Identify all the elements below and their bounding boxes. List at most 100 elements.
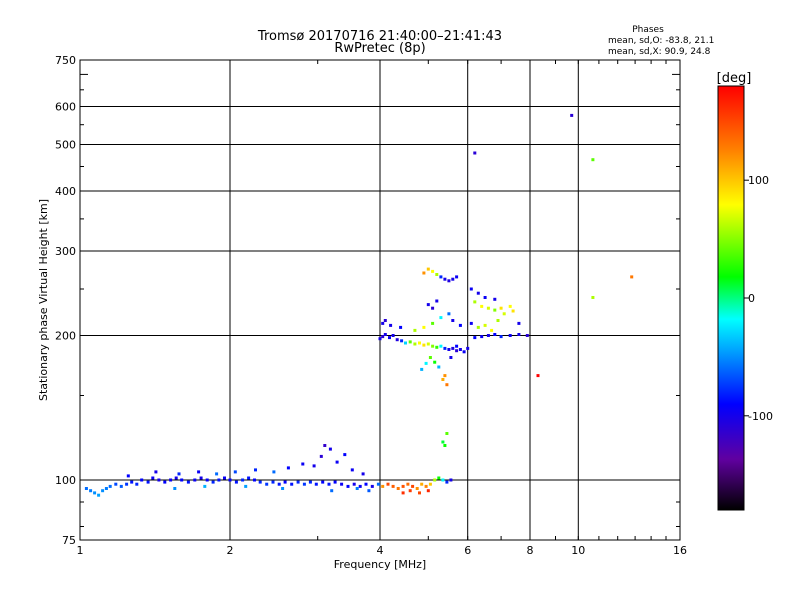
data-point bbox=[473, 336, 477, 340]
data-point bbox=[378, 337, 382, 341]
data-point bbox=[186, 480, 190, 484]
data-point bbox=[89, 489, 93, 493]
data-point bbox=[451, 346, 455, 350]
data-point bbox=[126, 474, 130, 478]
data-point bbox=[406, 482, 410, 486]
y-tick-label: 400 bbox=[55, 185, 76, 198]
data-point bbox=[441, 378, 445, 381]
data-point bbox=[433, 360, 437, 364]
x-tick-labels: 1 2 4 6 8 10 16 bbox=[77, 544, 688, 557]
data-point bbox=[135, 482, 139, 486]
data-point bbox=[486, 334, 490, 337]
data-point bbox=[493, 297, 497, 301]
data-point bbox=[350, 468, 354, 472]
data-point bbox=[591, 296, 595, 299]
data-point bbox=[415, 487, 419, 490]
data-point bbox=[193, 478, 197, 482]
data-point bbox=[428, 356, 432, 359]
data-point bbox=[431, 306, 435, 310]
data-point bbox=[247, 476, 251, 480]
data-point bbox=[401, 491, 405, 495]
y-tick-label: 300 bbox=[55, 245, 76, 258]
y-tick-labels: 75 100 200 300 400 500 600 750 bbox=[55, 54, 76, 547]
data-point bbox=[490, 328, 494, 332]
data-point bbox=[431, 344, 435, 348]
data-point bbox=[271, 480, 275, 484]
data-point bbox=[180, 478, 184, 482]
data-point bbox=[466, 346, 470, 350]
colorbar bbox=[717, 85, 745, 511]
data-point bbox=[177, 472, 181, 476]
data-point bbox=[483, 296, 487, 299]
data-point bbox=[486, 306, 490, 310]
data-point bbox=[163, 480, 167, 484]
data-point bbox=[422, 343, 426, 347]
data-point bbox=[439, 316, 443, 320]
data-point bbox=[458, 348, 462, 351]
data-point bbox=[420, 367, 424, 371]
stats-x-mode: mean, sd,X: 90.9, 24.8 bbox=[608, 47, 711, 57]
data-point bbox=[217, 478, 221, 482]
data-point bbox=[476, 291, 480, 295]
y-axis-label: Stationary phase Virtual Height [km] bbox=[37, 199, 50, 401]
data-point bbox=[119, 484, 123, 488]
data-point bbox=[431, 269, 435, 273]
data-point bbox=[140, 478, 144, 482]
data-point bbox=[223, 476, 226, 480]
stats-o-mode: mean, sd,O: -83.8, 21.1 bbox=[608, 36, 714, 46]
data-point bbox=[401, 484, 405, 488]
data-point bbox=[480, 304, 484, 308]
data-point bbox=[413, 328, 417, 332]
data-point bbox=[445, 432, 449, 435]
data-point bbox=[244, 484, 248, 488]
colorbar-unit-label: [deg] bbox=[717, 71, 752, 86]
x-tick-label: 16 bbox=[673, 544, 687, 557]
data-point bbox=[443, 346, 447, 350]
data-point bbox=[493, 308, 497, 312]
data-point bbox=[157, 478, 161, 482]
data-point bbox=[462, 350, 466, 354]
x-tick-label: 4 bbox=[377, 544, 384, 557]
data-point bbox=[386, 482, 390, 486]
data-point bbox=[437, 476, 441, 480]
colorbar-tick-label: -100 bbox=[748, 410, 773, 423]
data-point bbox=[321, 480, 325, 484]
data-point bbox=[502, 312, 506, 316]
data-point bbox=[205, 478, 209, 482]
data-point bbox=[445, 480, 449, 484]
data-point bbox=[483, 323, 487, 327]
data-point bbox=[437, 365, 441, 369]
data-point bbox=[493, 333, 497, 336]
data-point bbox=[473, 151, 477, 155]
data-point bbox=[381, 335, 385, 339]
data-point bbox=[473, 300, 477, 304]
data-point bbox=[443, 277, 447, 281]
data-point bbox=[449, 356, 453, 359]
data-point bbox=[511, 309, 515, 313]
data-point bbox=[104, 487, 108, 490]
data-point bbox=[431, 321, 435, 325]
x-axis-label: Frequency [MHz] bbox=[334, 558, 426, 571]
data-point bbox=[335, 460, 339, 464]
data-point bbox=[328, 447, 332, 451]
data-point bbox=[424, 361, 428, 365]
data-point bbox=[253, 478, 256, 482]
data-point bbox=[234, 480, 238, 484]
x-tick-label: 6 bbox=[464, 544, 471, 557]
data-point bbox=[272, 470, 276, 474]
data-point bbox=[391, 334, 395, 337]
data-point bbox=[154, 470, 158, 474]
data-point bbox=[151, 476, 155, 480]
data-point bbox=[319, 454, 323, 458]
data-point bbox=[383, 333, 387, 336]
data-point bbox=[408, 489, 412, 493]
data-point bbox=[367, 489, 371, 493]
data-point bbox=[258, 480, 262, 484]
data-point bbox=[435, 273, 439, 276]
x-tick-label: 2 bbox=[227, 544, 234, 557]
data-point bbox=[125, 482, 129, 486]
stats-heading: Phases bbox=[632, 25, 664, 35]
data-point bbox=[418, 341, 421, 345]
data-point bbox=[314, 482, 318, 486]
data-point bbox=[197, 470, 201, 474]
